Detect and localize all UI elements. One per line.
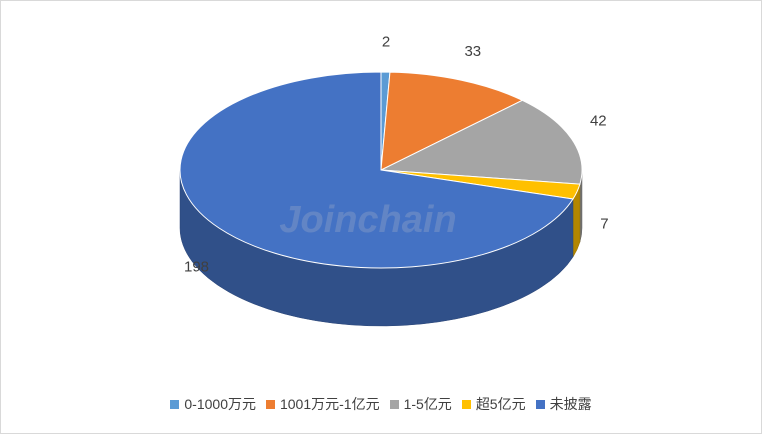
legend-item: 1-5亿元 [389,394,452,414]
data-label: 33 [464,43,481,60]
legend-item: 超5亿元 [461,394,526,414]
legend-item: 1001万元-1亿元 [265,394,380,414]
watermark: Joinchain [279,199,456,241]
legend-label: 1-5亿元 [403,396,452,412]
slice [379,99,583,185]
slice [380,71,524,171]
slice [179,71,574,269]
data-label: 42 [590,112,607,129]
legend-label: 1001万元-1亿元 [279,396,380,412]
legend-label: 超5亿元 [475,396,526,412]
data-label: 2 [382,33,390,50]
legend-label: 未披露 [549,396,592,412]
legend-item: 未披露 [535,394,592,414]
legend-swatch [461,399,471,409]
data-label: 198 [184,259,209,276]
legend-swatch [265,399,275,409]
legend-swatch [170,399,180,409]
legend-swatch [389,399,399,409]
legend: 0-1000万元 1001万元-1亿元 1-5亿元 超5亿元 未披露 [0,394,762,414]
pie [179,71,583,327]
legend-swatch [535,399,545,409]
legend-label: 0-1000万元 [184,396,256,412]
data-label: 7 [600,216,608,233]
legend-item: 0-1000万元 [170,394,256,414]
